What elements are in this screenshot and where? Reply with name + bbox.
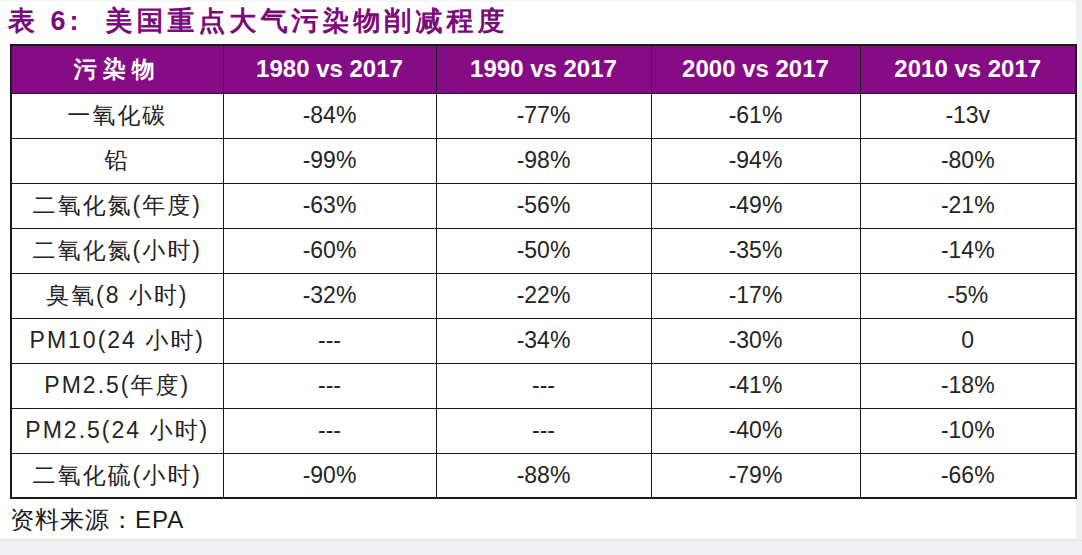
table-cell: -35%: [651, 228, 860, 273]
table-cell: -18%: [860, 363, 1076, 408]
column-header-1990: 1990 vs 2017: [436, 45, 651, 93]
page-edge-strip: [0, 540, 1082, 555]
table-cell: ---: [223, 318, 436, 363]
row-label: 二氧化硫(小时): [11, 453, 223, 498]
table-cell: -34%: [436, 318, 651, 363]
table-cell: -63%: [223, 183, 436, 228]
data-source: 资料来源：EPA: [10, 504, 184, 536]
row-label: 一氧化碳: [11, 93, 223, 138]
table-cell: -66%: [860, 453, 1076, 498]
table-cell: 0: [860, 318, 1076, 363]
table-cell: -14%: [860, 228, 1076, 273]
column-header-pollutant: 污染物: [11, 45, 223, 93]
table-cell: -99%: [223, 138, 436, 183]
row-label: PM2.5(年度): [11, 363, 223, 408]
table-cell: -30%: [651, 318, 860, 363]
table-row: PM2.5(年度) --- --- -41% -18%: [11, 363, 1076, 408]
table-header: 污染物 1980 vs 2017 1990 vs 2017 2000 vs 20…: [11, 45, 1076, 93]
table-cell: -13v: [860, 93, 1076, 138]
header-row: 污染物 1980 vs 2017 1990 vs 2017 2000 vs 20…: [11, 45, 1076, 93]
table-cell: -49%: [651, 183, 860, 228]
column-header-1980: 1980 vs 2017: [223, 45, 436, 93]
table-cell: -41%: [651, 363, 860, 408]
column-header-2000: 2000 vs 2017: [651, 45, 860, 93]
row-label: PM2.5(24 小时): [11, 408, 223, 453]
table-cell: -56%: [436, 183, 651, 228]
row-label: 臭氧(8 小时): [11, 273, 223, 318]
table-row: PM10(24 小时) --- -34% -30% 0: [11, 318, 1076, 363]
table-row: 二氧化氮(年度) -63% -56% -49% -21%: [11, 183, 1076, 228]
table-cell: -40%: [651, 408, 860, 453]
table-cell: -60%: [223, 228, 436, 273]
row-label: 二氧化氮(小时): [11, 228, 223, 273]
table-cell: -94%: [651, 138, 860, 183]
table-row: 二氧化硫(小时) -90% -88% -79% -66%: [11, 453, 1076, 498]
table-cell: -90%: [223, 453, 436, 498]
table-cell: -84%: [223, 93, 436, 138]
table-cell: ---: [223, 408, 436, 453]
column-header-2010: 2010 vs 2017: [860, 45, 1076, 93]
table-cell: -10%: [860, 408, 1076, 453]
row-label: PM10(24 小时): [11, 318, 223, 363]
table-cell: -61%: [651, 93, 860, 138]
table-cell: -79%: [651, 453, 860, 498]
table-row: 臭氧(8 小时) -32% -22% -17% -5%: [11, 273, 1076, 318]
table-title: 表 6: 美国重点大气污染物削减程度: [8, 3, 509, 39]
table-cell: -22%: [436, 273, 651, 318]
table-cell: ---: [223, 363, 436, 408]
table-cell: -5%: [860, 273, 1076, 318]
table-cell: -80%: [860, 138, 1076, 183]
table-cell: -77%: [436, 93, 651, 138]
table-cell: -32%: [223, 273, 436, 318]
row-label: 二氧化氮(年度): [11, 183, 223, 228]
table-row: 二氧化氮(小时) -60% -50% -35% -14%: [11, 228, 1076, 273]
report-page: 表 6: 美国重点大气污染物削减程度 污染物 1980 vs 2017 1990…: [0, 0, 1076, 538]
table-cell: -17%: [651, 273, 860, 318]
table-body: 一氧化碳 -84% -77% -61% -13v 铅 -99% -98% -94…: [11, 93, 1076, 498]
table-cell: ---: [436, 408, 651, 453]
table-row: PM2.5(24 小时) --- --- -40% -10%: [11, 408, 1076, 453]
table-cell: -50%: [436, 228, 651, 273]
pollutant-reduction-table: 污染物 1980 vs 2017 1990 vs 2017 2000 vs 20…: [10, 44, 1077, 499]
table-cell: ---: [436, 363, 651, 408]
table-cell: -21%: [860, 183, 1076, 228]
table-cell: -88%: [436, 453, 651, 498]
row-label: 铅: [11, 138, 223, 183]
table-row: 一氧化碳 -84% -77% -61% -13v: [11, 93, 1076, 138]
table-cell: -98%: [436, 138, 651, 183]
table-row: 铅 -99% -98% -94% -80%: [11, 138, 1076, 183]
